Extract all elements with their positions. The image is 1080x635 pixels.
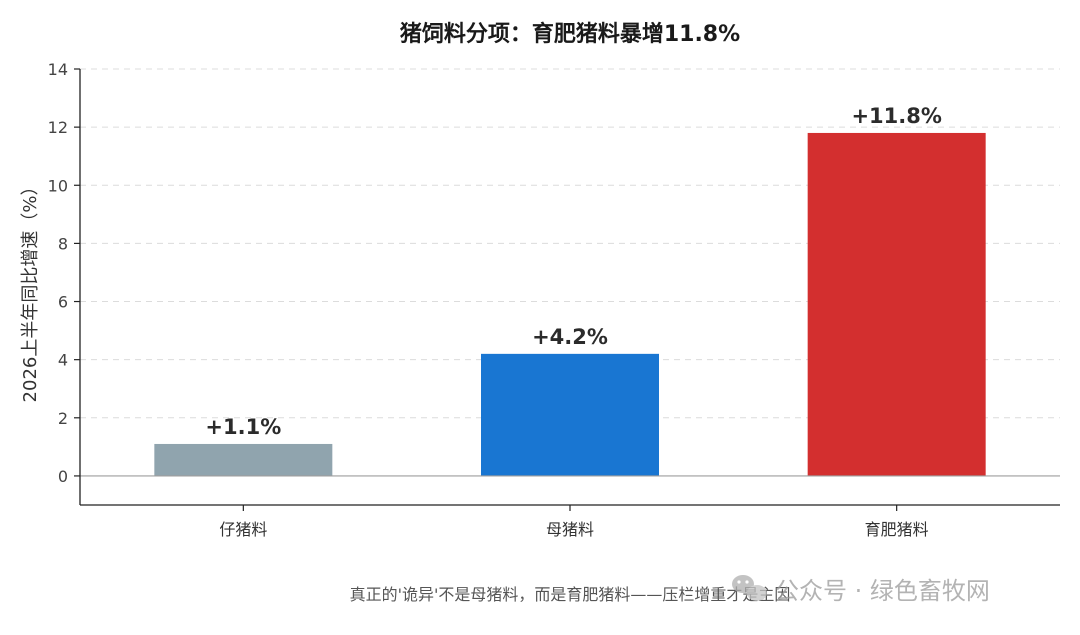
watermark: 公众号 · 绿色畜牧网 [732, 575, 990, 605]
y-tick-label: 6 [58, 293, 68, 312]
data-labels: +1.1% +4.2% +11.8% [205, 104, 941, 439]
y-tick-label: 14 [48, 60, 68, 79]
y-tick-label: 8 [58, 234, 68, 253]
bar-3 [807, 132, 986, 476]
y-tick-label: 4 [58, 351, 68, 370]
y-axis-label: 2026上半年同比增速（%） [20, 178, 41, 403]
x-axis-categories: 仔猪料 母猪料 育肥猪料 [219, 505, 929, 539]
data-label: +1.1% [205, 415, 281, 439]
y-axis-ticks: 0 2 4 6 8 10 12 14 [48, 60, 80, 486]
x-category-label: 仔猪料 [219, 520, 267, 539]
x-category-label: 母猪料 [546, 520, 594, 539]
y-tick-label: 2 [58, 409, 68, 428]
watermark-text: 公众号 · 绿色畜牧网 [775, 577, 990, 605]
chart-caption: 真正的'诡异'不是母猪料，而是育肥猪料——压栏增重才是主因 [350, 585, 791, 604]
y-tick-label: 0 [58, 467, 68, 486]
y-tick-label: 10 [48, 176, 68, 195]
wechat-icon [732, 575, 767, 601]
data-label: +11.8% [851, 104, 941, 128]
bar-1 [154, 443, 333, 476]
chart-title: 猪饲料分项：育肥猪料暴增11.8% [400, 21, 740, 47]
data-label: +4.2% [532, 325, 608, 349]
bar-2 [481, 353, 659, 476]
bars [154, 132, 986, 476]
y-tick-label: 12 [48, 118, 68, 137]
x-category-label: 育肥猪料 [865, 520, 929, 539]
